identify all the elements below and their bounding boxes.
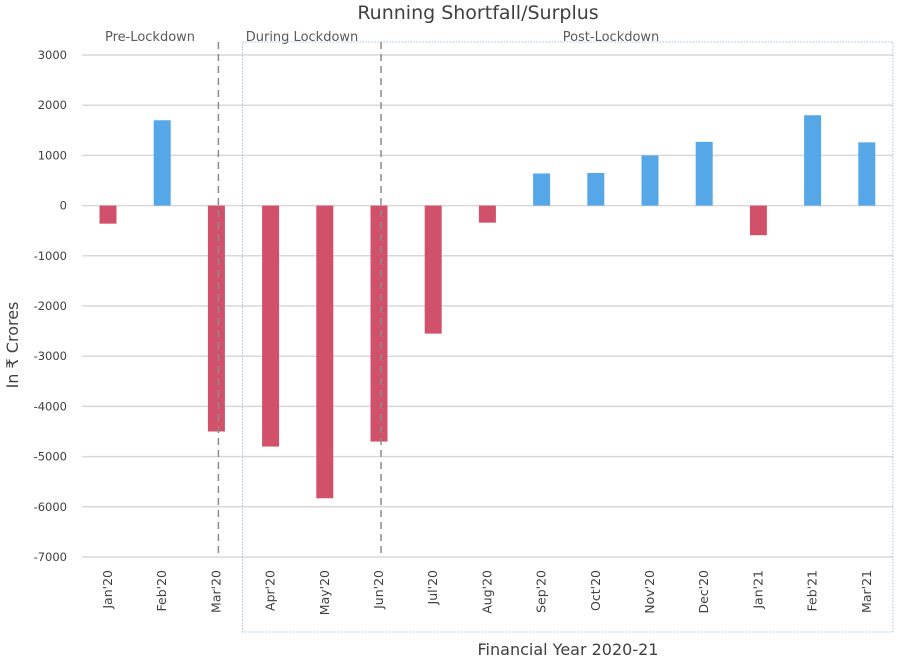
x-tick-label: Aug'20 (479, 570, 494, 614)
bar-Nov'20 (641, 155, 659, 206)
y-axis-ticks: 3000 2000 1000 0 -1000 -2000 -3000 -4000 -5000 -6… (34, 48, 67, 564)
y-tick-label: 1000 (38, 148, 67, 162)
x-tick-label: Jan'20 (100, 570, 115, 610)
bar-Sep'20 (533, 173, 551, 206)
x-tick-label: May'20 (317, 570, 332, 615)
y-tick-label: -6000 (34, 500, 67, 514)
x-tick-label: Mar'21 (859, 570, 874, 613)
x-tick-label: Nov'20 (642, 570, 657, 614)
x-tick-label: Mar'20 (208, 570, 223, 613)
y-axis-label: In ₹ Crores (3, 302, 22, 389)
y-tick-label: -4000 (34, 399, 67, 413)
bar-Jan'21 (749, 205, 767, 236)
y-tick-label: 3000 (38, 48, 67, 62)
x-tick-label: Feb'21 (805, 570, 820, 611)
bars (99, 115, 876, 499)
bar-Jun'20 (370, 205, 388, 442)
y-tick-label: 2000 (38, 98, 67, 112)
x-tick-label: Apr'20 (263, 570, 278, 611)
bar-Feb'21 (804, 115, 822, 206)
bar-Feb'20 (153, 120, 171, 206)
y-tick-label: -5000 (34, 450, 67, 464)
x-tick-label: Jan'21 (750, 570, 765, 610)
bar-Aug'20 (478, 205, 496, 223)
chart-title: Running Shortfall/Surplus (357, 2, 598, 24)
x-tick-label: Oct'20 (588, 570, 603, 611)
region-box (242, 41, 894, 633)
y-tick-label: -2000 (34, 299, 67, 313)
x-axis-label: Financial Year 2020-21 (478, 640, 659, 659)
bar-Apr'20 (262, 205, 280, 447)
x-axis-ticks: Jan'20 Feb'20 Mar'20 Apr'20 May'20 Jun'20 Jul'… (100, 570, 874, 615)
bar-Mar'21 (858, 142, 876, 206)
x-tick-label: Sep'20 (534, 570, 549, 613)
bar-Dec'20 (695, 141, 713, 206)
post-lockdown-region (242, 41, 894, 633)
gridlines (82, 54, 893, 558)
bar-May'20 (316, 205, 334, 499)
bar-Oct'20 (587, 172, 605, 206)
y-tick-label: -3000 (34, 349, 67, 363)
x-tick-label: Dec'20 (696, 570, 711, 614)
bar-Mar'20 (207, 205, 225, 432)
x-tick-label: Jun'20 (371, 570, 386, 610)
bar-Jan'20 (99, 205, 117, 224)
phase-label: Pre-Lockdown (105, 30, 195, 45)
x-tick-label: Feb'20 (154, 570, 169, 612)
x-tick-label: Jul'20 (425, 570, 440, 605)
y-tick-label: -7000 (34, 550, 67, 564)
bar-Jul'20 (424, 205, 442, 334)
y-tick-label: 0 (60, 199, 67, 213)
phase-label: During Lockdown (246, 30, 359, 45)
phase-dividers (217, 42, 382, 557)
phase-label: Post-Lockdown (563, 30, 660, 45)
y-tick-label: -1000 (34, 249, 67, 263)
phase-labels: Pre-Lockdown During Lockdown Post-Lockdown (105, 30, 659, 45)
